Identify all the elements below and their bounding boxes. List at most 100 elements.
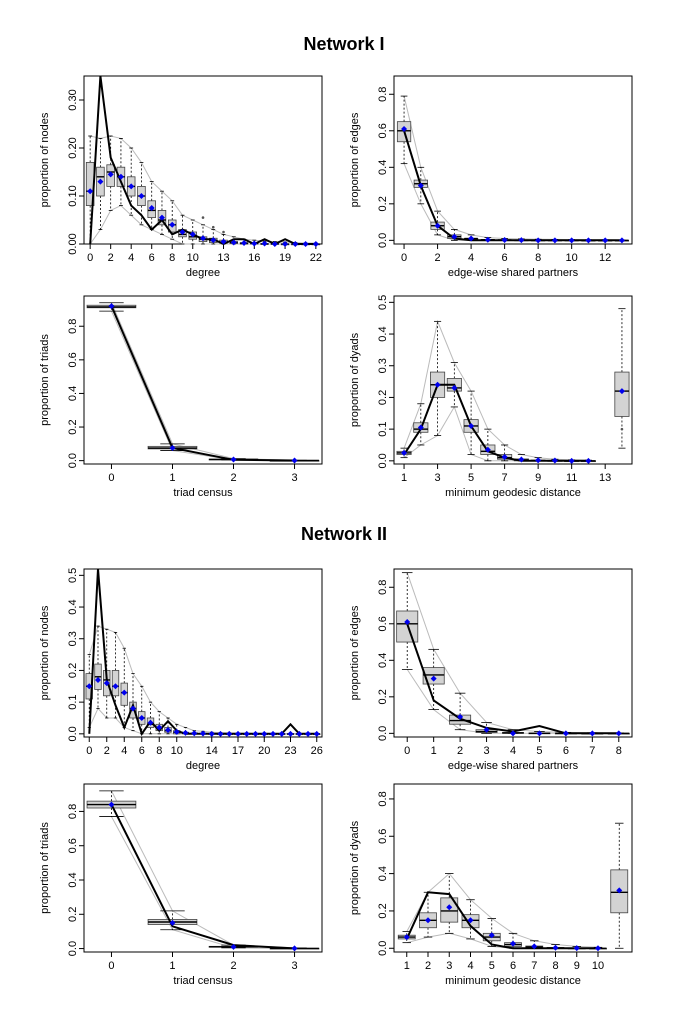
x-tick-label: 0 <box>401 252 407 264</box>
mean-marker <box>108 303 115 310</box>
y-axis-label: proportion of nodes <box>39 112 51 207</box>
x-tick-label: 4 <box>467 960 473 972</box>
y-tick-label: 0.8 <box>377 87 389 102</box>
mean-marker <box>468 422 475 429</box>
mean-marker <box>451 233 458 240</box>
simulation-range-line <box>403 95 622 241</box>
mean-marker <box>200 730 206 737</box>
network-1-title: Network I <box>303 34 385 54</box>
outlier-point <box>201 216 205 219</box>
y-tick-label: 0.4 <box>377 160 389 175</box>
simulation-range-line <box>111 302 295 461</box>
simulation-range-line <box>111 790 295 949</box>
mean-marker <box>147 719 154 726</box>
simulation-range-line <box>403 405 589 462</box>
mean-marker <box>589 730 596 737</box>
mean-marker <box>182 729 189 736</box>
y-axis-label: proportion of nodes <box>39 605 51 700</box>
simulation-range-line <box>88 707 317 735</box>
mean-marker <box>552 944 559 951</box>
mean-marker <box>616 887 623 894</box>
x-axis-label: degree <box>186 760 220 772</box>
mean-marker <box>291 457 298 464</box>
x-tick-label: 4 <box>128 252 134 264</box>
mean-marker <box>138 714 145 721</box>
mean-marker <box>86 683 93 690</box>
mean-marker <box>191 730 198 737</box>
x-tick-label: 8 <box>616 745 622 757</box>
chart-n1-degree: 0.00 0.10 0.20 0.30 0 2 4 6 8 10 13 16 19 22 degree pro… <box>39 75 323 279</box>
chart-n2-triad: 0.0 0.2 0.4 0.6 0.8 0 1 2 3 triad census proportio… <box>39 783 323 987</box>
x-tick-label: 10 <box>187 252 199 264</box>
x-axis-label: triad census <box>173 487 233 499</box>
mean-marker <box>536 730 543 737</box>
mean-marker <box>200 235 206 242</box>
mean-marker <box>535 237 542 244</box>
mean-marker <box>595 945 601 952</box>
x-tick-label: 1 <box>431 745 437 757</box>
outlier-point <box>620 427 624 431</box>
y-tick-label: 0.0 <box>67 726 79 741</box>
mean-marker <box>261 240 268 247</box>
mean-marker <box>130 705 136 712</box>
mean-marker <box>602 237 609 244</box>
plot-frame <box>83 295 323 465</box>
mean-marker <box>562 730 569 737</box>
mean-marker <box>488 932 495 939</box>
x-tick-label: 2 <box>435 252 441 264</box>
y-tick-label: 0.30 <box>67 89 79 110</box>
plot-frame <box>83 783 323 953</box>
mean-marker <box>417 182 424 189</box>
y-tick-label: 0.4 <box>67 386 79 401</box>
x-tick-label: 13 <box>599 472 611 484</box>
mean-marker <box>417 424 424 431</box>
mean-marker <box>518 237 525 244</box>
x-axis-label: triad census <box>173 975 233 987</box>
x-axis-label: minimum geodesic distance <box>445 975 581 987</box>
x-tick-label: 1 <box>401 472 407 484</box>
y-tick-label: 0.0 <box>377 726 389 741</box>
y-tick-label: 0.4 <box>67 599 79 614</box>
mean-marker <box>220 238 227 245</box>
x-tick-label: 0 <box>404 745 410 757</box>
y-axis-label: proportion of edges <box>349 605 361 700</box>
mean-marker <box>551 457 558 464</box>
mean-marker <box>483 726 490 733</box>
y-tick-label: 0.8 <box>67 804 79 819</box>
chart-n2-degree: 0.0 0.1 0.2 0.3 0.4 0.5 0 2 4 6 8 10 14 17 20 23 26 degre… <box>39 568 323 772</box>
mean-marker <box>618 388 625 395</box>
mean-marker <box>261 730 268 737</box>
mean-marker <box>302 241 309 247</box>
mean-marker <box>251 240 258 247</box>
mean-marker <box>535 457 542 464</box>
mean-marker <box>117 173 124 180</box>
x-tick-label: 2 <box>230 472 236 484</box>
plot-frame <box>393 295 633 465</box>
y-tick-label: 0.6 <box>377 829 389 844</box>
y-axis-label: proportion of triads <box>39 334 51 426</box>
outlier-point <box>222 230 225 234</box>
x-tick-label: 26 <box>311 745 323 757</box>
mean-marker <box>278 730 285 737</box>
x-axis-label: edge-wise shared partners <box>448 760 579 772</box>
mean-marker <box>226 730 233 737</box>
mean-marker <box>179 229 186 235</box>
x-tick-label: 6 <box>563 745 569 757</box>
plot-frame <box>393 75 633 245</box>
mean-marker <box>451 384 458 391</box>
y-tick-label: 0.5 <box>67 568 79 583</box>
x-tick-label: 14 <box>206 745 218 757</box>
mean-marker <box>618 237 625 244</box>
box <box>111 670 120 697</box>
mean-marker <box>403 934 410 941</box>
x-tick-label: 2 <box>108 252 114 264</box>
mean-marker <box>518 456 525 463</box>
x-axis-label: minimum geodesic distance <box>445 487 581 499</box>
x-tick-label: 11 <box>566 472 577 484</box>
y-axis-label: proportion of triads <box>39 822 51 914</box>
mean-marker <box>434 222 441 229</box>
mean-marker <box>510 730 516 737</box>
x-tick-label: 20 <box>258 745 270 757</box>
x-tick-label: 6 <box>149 252 155 264</box>
chart-n1-triad: 0.0 0.2 0.4 0.6 0.8 0 1 2 3 triad census proportio… <box>39 295 323 499</box>
